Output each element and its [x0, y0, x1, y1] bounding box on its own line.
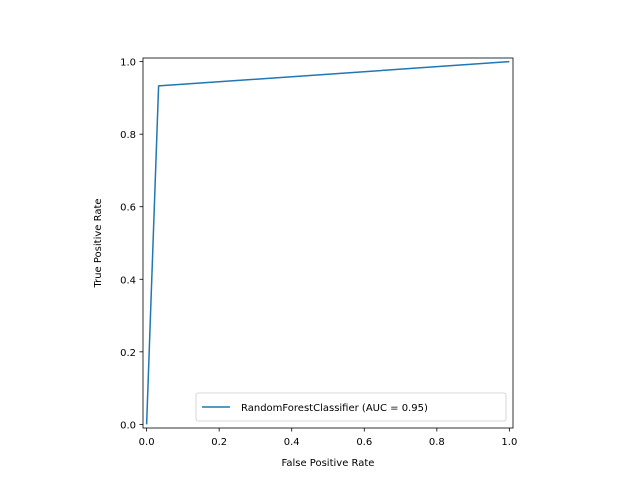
y-axis-ticks: 0.0 0.2 0.4 0.6 0.8 1.0 — [120, 58, 143, 431]
x-tick-label: 0.8 — [429, 437, 445, 448]
x-tick-label: 1.0 — [501, 437, 517, 448]
x-tick-label: 0.4 — [284, 437, 300, 448]
x-axis-ticks: 0.0 0.2 0.4 0.6 0.8 1.0 — [139, 428, 517, 448]
legend-box — [195, 392, 507, 422]
y-tick-label: 0.0 — [120, 420, 136, 431]
legend: RandomForestClassifier (AUC = 0.95) — [195, 392, 507, 422]
plot-area: 0.0 0.2 0.4 0.6 0.8 1.0 0.0 0.2 0.4 0.6 0.8 1.0 — [120, 57, 517, 448]
y-tick-label: 1.0 — [120, 58, 136, 69]
roc-curve-line — [145, 60, 510, 425]
x-tick-label: 0.6 — [356, 437, 372, 448]
y-tick-label: 0.8 — [120, 130, 136, 141]
y-axis-label: True Positive Rate — [93, 198, 104, 288]
legend-entry-label: RandomForestClassifier (AUC = 0.95) — [241, 403, 428, 414]
x-tick-label: 0.2 — [211, 437, 227, 448]
axes-frame — [142, 57, 514, 429]
series-layer — [145, 60, 510, 425]
y-tick-label: 0.6 — [120, 203, 136, 214]
x-axis-label: False Positive Rate — [282, 458, 375, 469]
y-tick-label: 0.4 — [120, 275, 136, 286]
y-tick-label: 0.2 — [120, 348, 136, 359]
x-tick-label: 0.0 — [139, 437, 155, 448]
